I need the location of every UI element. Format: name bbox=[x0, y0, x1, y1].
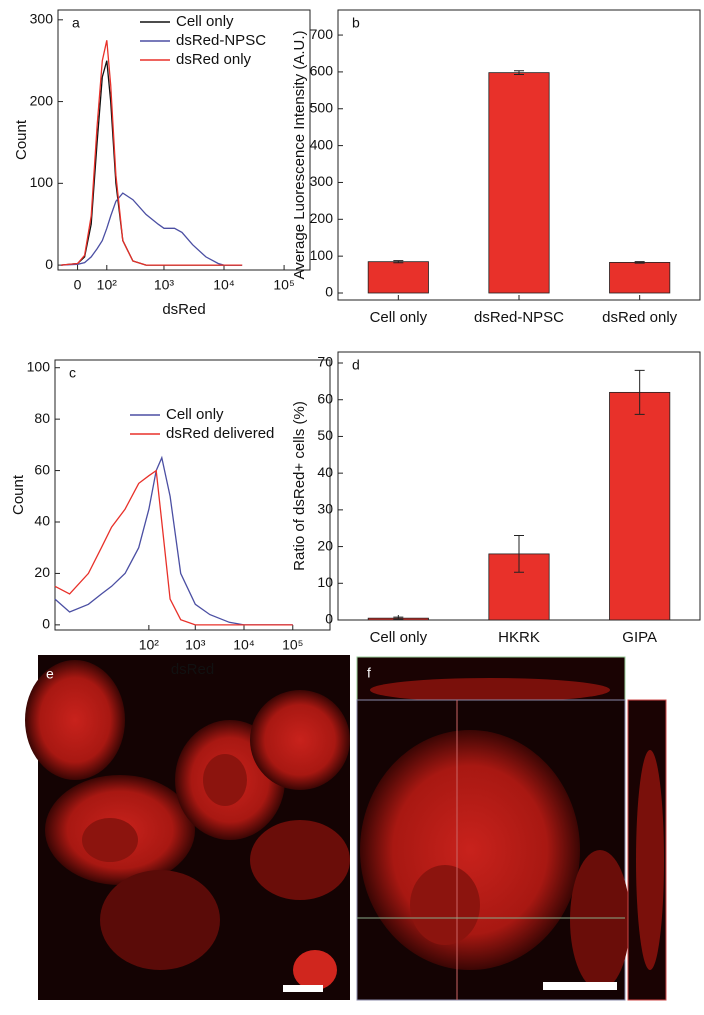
error-bar bbox=[393, 260, 404, 264]
y-tick-label: 60 bbox=[317, 390, 333, 406]
panel-label: a bbox=[72, 15, 80, 31]
error-bar bbox=[634, 369, 645, 415]
panel-label: c bbox=[69, 365, 76, 381]
x-tick-label: HKRK bbox=[498, 629, 540, 646]
y-tick-label: 0 bbox=[325, 284, 333, 300]
y-axis-title: Ratio of dsRed+ cells (%) bbox=[291, 401, 308, 571]
y-axis-title: Count bbox=[13, 119, 30, 160]
y-tick-label: 100 bbox=[27, 358, 51, 374]
bar bbox=[367, 261, 429, 294]
plot-frame bbox=[57, 9, 311, 271]
y-tick-label: 300 bbox=[30, 11, 54, 27]
x-tick-label: 10⁴ bbox=[233, 637, 255, 653]
y-tick-label: 0 bbox=[325, 611, 333, 627]
series-line bbox=[54, 469, 293, 626]
legend-label: dsRed only bbox=[176, 51, 252, 68]
bar bbox=[609, 262, 671, 294]
y-tick-label: 70 bbox=[317, 354, 333, 370]
y-tick-label: 200 bbox=[30, 92, 54, 108]
legend-label: dsRed delivered bbox=[166, 425, 274, 442]
y-tick-label: 0 bbox=[42, 616, 50, 632]
panel-label: d bbox=[352, 357, 360, 373]
legend-label: Cell only bbox=[166, 406, 224, 423]
x-tick-label: 10³ bbox=[185, 637, 206, 653]
error-bar bbox=[634, 261, 645, 264]
image-e bbox=[25, 655, 350, 1000]
x-tick-label: 10² bbox=[139, 637, 160, 653]
x-tick-label: 10⁴ bbox=[213, 277, 235, 293]
y-tick-label: 20 bbox=[34, 564, 50, 580]
x-tick-label: Cell only bbox=[370, 309, 428, 326]
series-line bbox=[60, 192, 243, 266]
legend-label: dsRed-NPSC bbox=[176, 32, 266, 49]
x-tick-label: 10³ bbox=[154, 277, 175, 293]
x-tick-label: dsRed-NPSC bbox=[474, 309, 564, 326]
x-axis-title: dsRed bbox=[162, 301, 205, 318]
y-tick-label: 40 bbox=[317, 464, 333, 480]
y-tick-label: 0 bbox=[45, 256, 53, 272]
plot-frame bbox=[54, 359, 331, 631]
x-axis-title: dsRed bbox=[171, 661, 214, 678]
y-tick-label: 200 bbox=[310, 210, 334, 226]
x-tick-label: dsRed only bbox=[602, 309, 678, 326]
y-tick-label: 500 bbox=[310, 99, 334, 115]
y-tick-label: 100 bbox=[30, 174, 54, 190]
image-f bbox=[356, 656, 667, 1001]
series-line bbox=[54, 455, 293, 626]
x-tick-label: 0 bbox=[74, 277, 82, 293]
panel-label: f bbox=[367, 665, 371, 681]
y-tick-label: 700 bbox=[310, 26, 334, 42]
y-axis-title: Count bbox=[10, 474, 27, 515]
x-tick-label: 10⁵ bbox=[273, 277, 294, 293]
y-axis-title: Average Luorescence Intensity (A.U.) bbox=[291, 30, 308, 279]
y-tick-label: 600 bbox=[310, 63, 334, 79]
y-tick-label: 300 bbox=[310, 173, 334, 189]
legend-label: Cell only bbox=[176, 13, 234, 30]
y-tick-label: 20 bbox=[317, 537, 333, 553]
bar bbox=[609, 391, 671, 621]
series-line bbox=[60, 40, 243, 266]
error-bar bbox=[514, 535, 524, 573]
bar bbox=[488, 72, 550, 294]
y-tick-label: 30 bbox=[317, 501, 333, 517]
error-bar bbox=[393, 616, 404, 620]
x-tick-label: 10⁵ bbox=[282, 637, 303, 653]
error-bar bbox=[514, 70, 524, 75]
x-tick-label: 10² bbox=[97, 277, 118, 293]
y-tick-label: 40 bbox=[34, 513, 50, 529]
y-tick-label: 10 bbox=[317, 574, 333, 590]
panel-label: b bbox=[352, 15, 360, 31]
y-tick-label: 60 bbox=[34, 461, 50, 477]
y-tick-label: 50 bbox=[317, 427, 333, 443]
x-tick-label: Cell only bbox=[370, 629, 428, 646]
y-tick-label: 100 bbox=[310, 247, 334, 263]
panel-label: e bbox=[46, 666, 54, 682]
x-tick-label: GIPA bbox=[622, 629, 657, 646]
y-tick-label: 80 bbox=[34, 410, 50, 426]
y-tick-label: 400 bbox=[310, 136, 334, 152]
